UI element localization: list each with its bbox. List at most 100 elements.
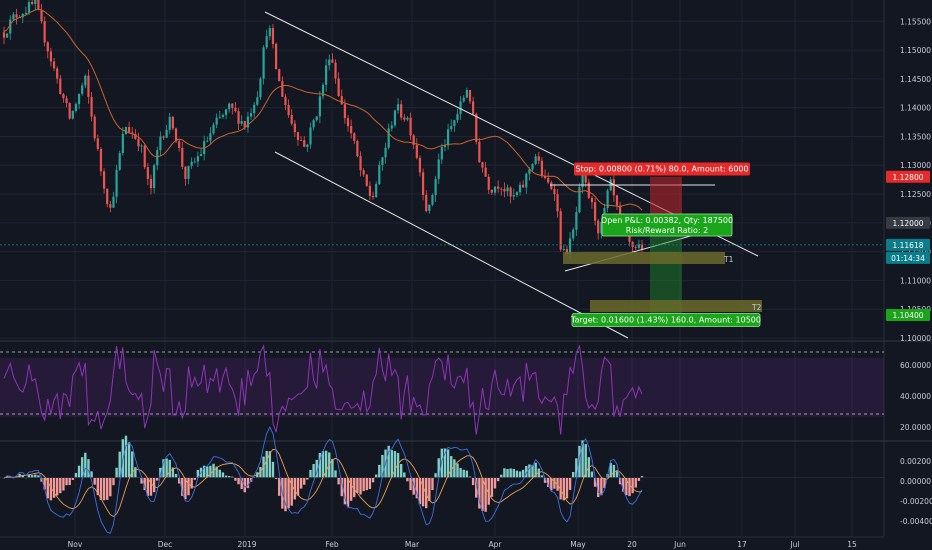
candle-body bbox=[228, 103, 231, 110]
candle-body bbox=[124, 127, 128, 135]
target-label-text: Target: 0.01600 (1.43%) 160.0, Amount: 1… bbox=[570, 316, 761, 325]
price-tick-label: 1.13000 bbox=[900, 161, 931, 170]
candle-body bbox=[131, 132, 134, 134]
time-tick-label: Nov bbox=[68, 540, 83, 549]
candles bbox=[2, 0, 644, 259]
candle-body bbox=[453, 120, 456, 127]
candle-body bbox=[628, 232, 631, 242]
candle-body bbox=[484, 167, 487, 177]
macd-histogram-bar bbox=[184, 477, 187, 500]
candle-body bbox=[84, 75, 87, 86]
price-tick-label: 1.11000 bbox=[900, 276, 931, 285]
macd-histogram-bar bbox=[265, 450, 268, 478]
macd-histogram-bar bbox=[571, 471, 575, 478]
candle-body bbox=[531, 163, 534, 170]
macd-histogram-bar bbox=[518, 471, 522, 478]
macd-histogram-bar bbox=[156, 477, 159, 481]
candle-body bbox=[568, 238, 572, 254]
candle-body bbox=[96, 138, 99, 150]
macd-histogram-bar bbox=[531, 465, 534, 478]
candle-body bbox=[284, 96, 287, 106]
candle-body bbox=[578, 187, 581, 213]
macd-histogram-bar bbox=[450, 456, 453, 478]
candle-body bbox=[121, 134, 124, 154]
macd-histogram-bar bbox=[93, 477, 96, 485]
macd-histogram-bar bbox=[174, 473, 178, 478]
macd-histogram-bar bbox=[428, 477, 431, 502]
candle-body bbox=[375, 184, 378, 198]
candle-body bbox=[456, 113, 459, 121]
macd-histogram-bar bbox=[471, 477, 475, 486]
macd-histogram-bar bbox=[40, 477, 43, 482]
price-badge bbox=[886, 170, 930, 183]
time-tick-label: 2019 bbox=[237, 540, 256, 549]
candle-body bbox=[509, 187, 512, 197]
macd-histogram-bar bbox=[37, 475, 40, 478]
macd-histogram-bar bbox=[625, 477, 628, 496]
time-tick-label: Feb bbox=[325, 540, 339, 549]
candle-body bbox=[550, 182, 553, 189]
macd-histogram-bar bbox=[581, 440, 584, 478]
candle-body bbox=[74, 104, 78, 111]
macd-histogram-bar bbox=[481, 477, 484, 511]
macd-histogram-bar bbox=[443, 448, 447, 478]
candle-body bbox=[153, 165, 156, 189]
pnl-label: Open P&L: 0.00382, Qty: 187500Risk/Rewar… bbox=[601, 213, 733, 237]
macd-histogram-bar bbox=[575, 458, 578, 478]
macd-histogram-bar bbox=[622, 477, 625, 492]
macd-histogram-bar bbox=[159, 467, 162, 478]
price-badge bbox=[886, 251, 930, 264]
candle-body bbox=[493, 186, 497, 193]
macd-histogram-bar bbox=[378, 464, 381, 478]
macd-histogram-bar bbox=[224, 475, 228, 478]
macd-histogram-bar bbox=[218, 469, 221, 478]
macd-histogram-bar bbox=[234, 477, 237, 481]
stop-label-text: Stop: 0.00800 (0.71%) 80.0, Amount: 6000 bbox=[575, 165, 748, 174]
macd-histogram-bar bbox=[337, 477, 340, 485]
candle-body bbox=[109, 204, 112, 208]
drawing-overlay[interactable]: Stop: 0.00800 (0.71%) 80.0, Amount: 6000… bbox=[0, 11, 884, 339]
macd-histogram-bar bbox=[503, 468, 506, 478]
candle-body bbox=[547, 178, 550, 183]
candle-body bbox=[6, 33, 9, 38]
candle-body bbox=[428, 204, 431, 211]
candle-body bbox=[40, 10, 43, 22]
candle-body bbox=[34, 0, 37, 5]
time-tick-label: Apr bbox=[489, 540, 503, 549]
macd-histogram-bar bbox=[597, 477, 600, 498]
candle-body bbox=[537, 156, 540, 161]
macd-histogram-bar bbox=[465, 470, 469, 478]
candle-body bbox=[412, 135, 415, 145]
macd-histogram-bar bbox=[409, 477, 412, 491]
macd-histogram-bar bbox=[21, 474, 24, 478]
macd-histogram-bar bbox=[640, 476, 644, 478]
macd-histogram-bar bbox=[631, 477, 634, 494]
macd-histogram-bar bbox=[349, 477, 353, 501]
price-badge-label: 01:14:34 bbox=[891, 254, 925, 263]
candle-body bbox=[134, 133, 137, 139]
candle-body bbox=[256, 97, 259, 105]
candle-body bbox=[312, 120, 315, 128]
candle-body bbox=[465, 90, 468, 98]
macd-histogram-bar bbox=[484, 477, 487, 512]
price-badge bbox=[886, 238, 930, 251]
candle-body bbox=[462, 97, 465, 102]
stop-label-bg bbox=[574, 162, 750, 176]
time-tick-label: 20 bbox=[627, 540, 637, 549]
macd-histogram-bar bbox=[496, 477, 500, 482]
macd-histogram-bar bbox=[340, 477, 343, 497]
candle-body bbox=[475, 114, 478, 142]
macd-histogram-bar bbox=[356, 477, 359, 493]
macd-histogram-bar bbox=[206, 466, 209, 478]
macd-histogram-bar bbox=[80, 457, 84, 478]
macd-histogram-bar bbox=[525, 466, 528, 478]
time-tick-label: May bbox=[570, 540, 586, 549]
macd-tick-label: -0.00200 bbox=[900, 497, 932, 506]
macd-histogram-bar bbox=[190, 477, 193, 489]
candle-body bbox=[174, 128, 178, 142]
macd-histogram-bar bbox=[303, 477, 306, 485]
candle-body bbox=[231, 103, 234, 108]
candle-body bbox=[378, 164, 381, 185]
macd-histogram-bar bbox=[315, 459, 318, 478]
